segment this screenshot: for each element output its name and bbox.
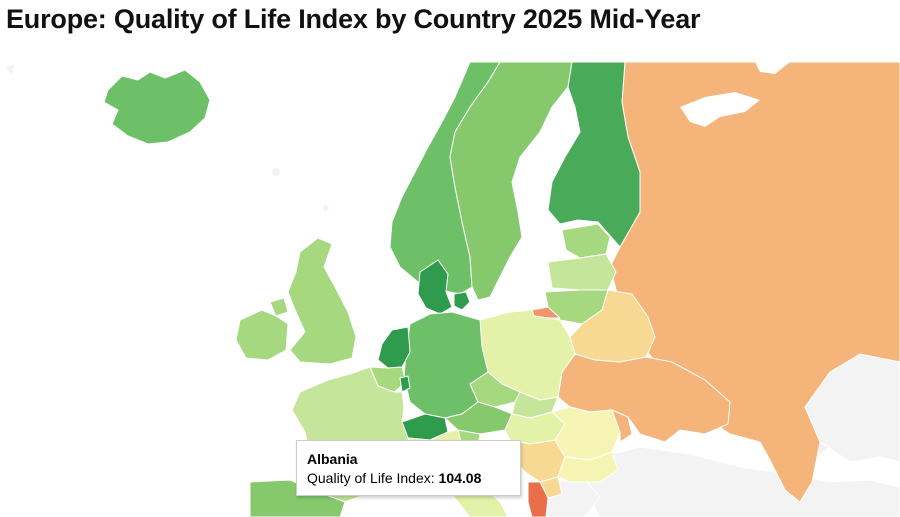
country-albania[interactable] bbox=[527, 481, 549, 517]
tooltip-country-name: Albania bbox=[307, 451, 358, 467]
country-ireland[interactable] bbox=[235, 309, 289, 361]
black-sea bbox=[628, 442, 770, 467]
country-finland[interactable] bbox=[547, 62, 641, 248]
country-spain[interactable] bbox=[249, 479, 346, 517]
country-sweden[interactable] bbox=[449, 62, 573, 301]
europe-map[interactable] bbox=[0, 62, 900, 517]
white-sea bbox=[680, 92, 760, 127]
shetland-islands bbox=[323, 205, 329, 211]
tooltip-metric-label: Quality of Life Index: bbox=[307, 470, 435, 486]
country-bulgaria[interactable] bbox=[557, 451, 619, 483]
country-latvia[interactable] bbox=[547, 253, 617, 291]
country-estonia[interactable] bbox=[561, 223, 611, 259]
country-netherlands[interactable] bbox=[377, 326, 411, 369]
no-data-region-svalbard-edge bbox=[4, 63, 16, 78]
map-canvas[interactable] bbox=[0, 62, 900, 517]
country-luxembourg[interactable] bbox=[399, 375, 411, 393]
country-moldova[interactable] bbox=[611, 409, 633, 443]
no-data-region-turkey bbox=[584, 446, 900, 517]
page-title: Europe: Quality of Life Index by Country… bbox=[6, 4, 701, 34]
country-germany[interactable] bbox=[403, 311, 489, 419]
country-denmark[interactable] bbox=[417, 259, 453, 315]
country-denmark-islands[interactable] bbox=[453, 291, 471, 311]
tooltip-metric-row: Quality of Life Index: 104.08 bbox=[307, 468, 510, 488]
country-northern-ireland[interactable] bbox=[269, 297, 289, 317]
map-tooltip: Albania Quality of Life Index: 104.08 bbox=[296, 440, 521, 496]
country-iceland[interactable] bbox=[103, 69, 211, 145]
faroe-islands bbox=[272, 168, 280, 176]
tooltip-metric-value: 104.08 bbox=[438, 470, 482, 486]
country-united-kingdom[interactable] bbox=[287, 237, 357, 365]
arctic-coast-cut bbox=[755, 62, 790, 74]
